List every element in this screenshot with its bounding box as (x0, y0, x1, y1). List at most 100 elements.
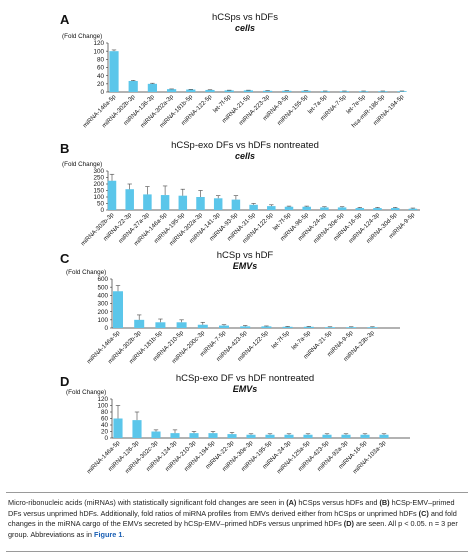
bar (337, 207, 347, 210)
bar (113, 291, 123, 328)
caption-segment: (D) (343, 519, 354, 529)
y-tick-label: 0 (104, 325, 108, 332)
bar (379, 434, 389, 438)
y-tick-label: 40 (101, 422, 109, 429)
bar (160, 195, 170, 210)
y-tick-label: 60 (97, 65, 105, 72)
bar (262, 90, 273, 92)
bar (231, 199, 241, 210)
bar (134, 319, 145, 328)
bar (197, 324, 208, 328)
panel-letter: C (60, 251, 70, 266)
y-tick-label: 120 (97, 396, 108, 403)
bar (205, 89, 215, 92)
y-tick-label: 250 (93, 175, 104, 182)
y-tick-label: 200 (93, 181, 104, 188)
y-tick-label: 500 (97, 284, 108, 291)
caption-segment: (C) (418, 508, 429, 518)
bar (246, 434, 256, 438)
y-tick-label: 100 (97, 403, 108, 410)
y-tick-label: 0 (100, 207, 104, 214)
bar (320, 91, 330, 92)
y-axis-label: (Fold Change) (62, 33, 102, 40)
bar (358, 91, 369, 92)
bar (261, 326, 272, 328)
y-tick-label: 50 (97, 201, 105, 208)
bar (170, 433, 180, 438)
bar (284, 206, 294, 210)
y-tick-label: 600 (97, 276, 108, 283)
bar (265, 434, 275, 438)
chart-title: hCSp-exo DFs vs hDFs nontreated (171, 140, 319, 151)
bar (373, 208, 382, 210)
bar (227, 434, 237, 438)
y-tick-label: 100 (93, 48, 104, 55)
bar (378, 91, 388, 92)
chart-subtitle: EMVs (233, 261, 258, 271)
y-tick-label: 80 (101, 409, 109, 416)
y-axis-label: (Fold Change) (66, 269, 106, 276)
bar (240, 326, 251, 328)
bar (322, 434, 332, 438)
y-tick-label: 300 (97, 301, 108, 308)
caption-segment: are seen. All p < 0.05. n = 3 per group.… (8, 519, 458, 539)
y-tick-label: 100 (97, 317, 108, 324)
caption-segment: Micro-ribonucleic acids (miRNAs) with st… (8, 498, 287, 507)
x-tick-label: miRNA-103a-3p (352, 439, 388, 475)
bar (219, 325, 229, 328)
bar (155, 322, 166, 328)
panel-letter: D (60, 374, 69, 389)
bar (147, 83, 158, 92)
x-tick-label: miRNA-146a-5p (82, 93, 118, 129)
y-tick-label: 60 (101, 416, 109, 423)
panel-letter: A (60, 12, 70, 27)
bar (320, 207, 329, 210)
caption-segment: (B) (379, 498, 390, 507)
bar (360, 434, 370, 438)
bar (151, 431, 161, 438)
y-tick-label: 200 (97, 309, 108, 316)
caption-figure-link[interactable]: Figure 1 (94, 529, 123, 539)
chart-subtitle: EMVs (233, 384, 258, 394)
bar (303, 434, 313, 438)
y-axis-label: (Fold Change) (62, 161, 102, 168)
bar (367, 327, 378, 328)
bar (132, 420, 142, 438)
y-tick-label: 0 (100, 89, 104, 96)
bar (325, 327, 335, 328)
bar (282, 326, 293, 328)
bar (125, 189, 134, 210)
chart-subtitle: cells (235, 23, 255, 33)
bar (189, 433, 199, 438)
chart-title: hCSps vs hDFs (212, 12, 278, 23)
y-tick-label: 20 (101, 429, 109, 436)
bar (346, 327, 357, 328)
chart-subtitle: cells (235, 151, 255, 161)
y-tick-label: 120 (93, 40, 104, 47)
bar (224, 90, 234, 92)
caption-segment: (A) (286, 498, 297, 507)
panel-letter: B (60, 141, 69, 156)
bar (176, 322, 187, 328)
y-tick-label: 150 (93, 188, 104, 195)
bar (339, 91, 350, 92)
bar (196, 197, 205, 210)
bar (208, 433, 218, 438)
bar (213, 198, 223, 210)
bar (408, 208, 418, 210)
x-tick-label: let-7f-5p (270, 329, 291, 350)
bar (302, 206, 311, 210)
bar (186, 89, 196, 92)
figure-caption: Micro-ribonucleic acids (miRNAs) with st… (6, 492, 468, 552)
y-axis-label: (Fold Change) (66, 389, 106, 396)
y-tick-label: 80 (97, 57, 105, 64)
caption-segment: and fold changes in the miRNA cargo of t… (8, 508, 457, 529)
caption-text: Micro-ribonucleic acids (miRNAs) with st… (6, 493, 468, 540)
bar (282, 90, 292, 92)
bar (249, 204, 258, 210)
y-tick-label: 300 (93, 168, 104, 175)
y-tick-label: 100 (93, 194, 104, 201)
chart-title: hCSp vs hDF (217, 250, 274, 261)
bar (284, 434, 294, 438)
